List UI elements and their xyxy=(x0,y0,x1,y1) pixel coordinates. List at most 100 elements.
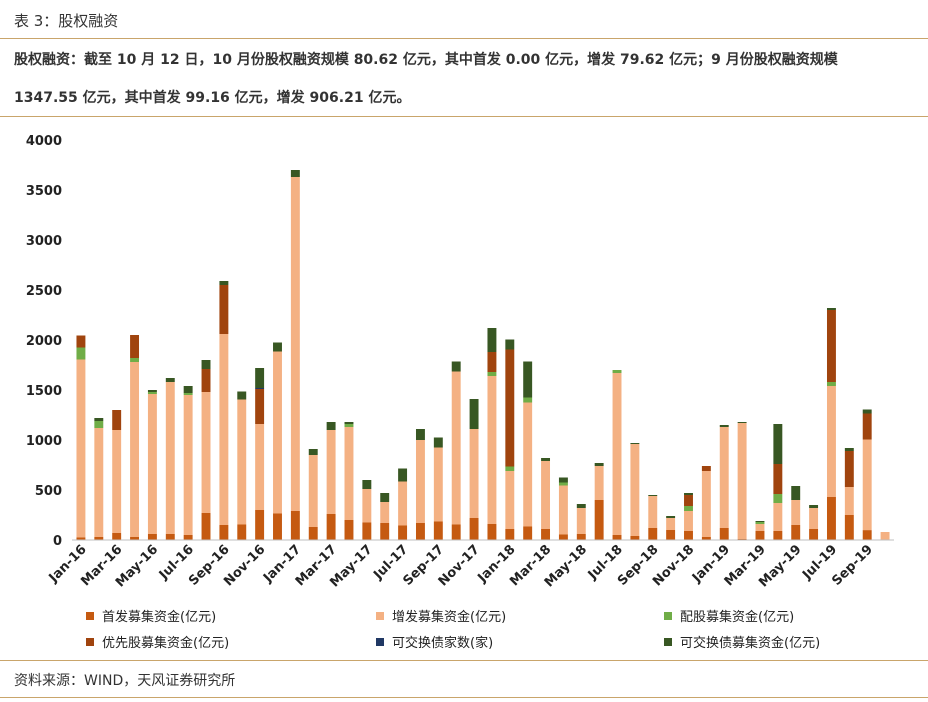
bar-segment xyxy=(165,382,175,534)
bar-segment xyxy=(755,521,765,522)
bar-segment xyxy=(541,529,551,540)
bar-segment xyxy=(76,347,86,360)
bar-segment xyxy=(684,506,693,511)
bar-segment xyxy=(273,342,282,352)
bar-segment xyxy=(505,466,515,471)
bar-segment xyxy=(273,351,282,514)
bar-segment xyxy=(487,524,497,540)
y-tick-label: 500 xyxy=(35,484,62,499)
bottom-rule xyxy=(0,697,928,698)
bar-segment xyxy=(826,386,836,497)
bar-segment xyxy=(433,447,443,522)
bar-segment xyxy=(594,466,604,500)
bar-segment xyxy=(451,524,461,540)
bar-segment xyxy=(219,285,229,334)
bar-segment xyxy=(237,391,247,400)
bar-segment xyxy=(505,471,515,529)
bar-segment xyxy=(791,486,801,500)
bar-segment xyxy=(273,513,282,540)
bar-segment xyxy=(165,378,175,382)
bar-segment xyxy=(487,376,497,524)
bar-segment xyxy=(290,170,300,177)
bar-segment xyxy=(612,370,622,373)
bar-segment xyxy=(237,524,247,540)
bar-segment xyxy=(773,531,783,540)
bar-segment xyxy=(415,523,425,540)
bar-segment xyxy=(112,533,122,540)
bar-segment xyxy=(594,463,604,466)
bar-segment xyxy=(773,503,783,531)
bar-segment xyxy=(505,349,515,467)
bar-segment xyxy=(94,428,104,537)
legend-ipo: 首发募集资金(亿元) xyxy=(86,606,216,625)
y-tick-label: 3500 xyxy=(26,184,62,199)
bar-segment xyxy=(523,361,533,398)
bar-segment xyxy=(112,430,122,533)
y-tick-label: 2500 xyxy=(26,284,62,299)
bar-segment xyxy=(505,529,515,540)
bar-segment xyxy=(505,339,515,350)
bar-segment xyxy=(666,516,676,518)
y-tick-label: 0 xyxy=(53,534,62,549)
bar-segment xyxy=(809,529,819,540)
bar-segment xyxy=(326,422,336,430)
bar-segment xyxy=(469,429,479,518)
bar-segment xyxy=(684,493,693,495)
bar-segment xyxy=(94,537,104,540)
bar-segment xyxy=(630,443,640,444)
bar-segment xyxy=(755,524,765,531)
bar-segment xyxy=(862,530,872,540)
bar-segment xyxy=(773,464,783,494)
legend-exchangeable: 可交换债募集资金(亿元) xyxy=(664,632,820,651)
bar-segment xyxy=(844,448,854,451)
bar-segment xyxy=(183,386,193,393)
bar-segment xyxy=(648,496,658,528)
bar-segment xyxy=(201,369,211,392)
bar-segment xyxy=(183,393,193,395)
bar-segment xyxy=(594,500,604,540)
source-note: 资料来源：WIND，天风证券研究所 xyxy=(14,673,236,689)
bar-segment xyxy=(648,495,658,496)
bar-segment xyxy=(469,518,479,540)
legend-label-exchangeable-count: 可交换债家数(家) xyxy=(392,636,494,651)
y-tick-label: 1500 xyxy=(26,384,62,399)
bar-segment xyxy=(398,481,408,526)
bar-segment xyxy=(398,525,408,540)
bar-segment xyxy=(576,504,586,508)
bar-segment xyxy=(773,494,783,503)
bar-segment xyxy=(612,373,622,535)
bar-segment xyxy=(755,522,765,524)
bar-segment xyxy=(165,534,175,540)
legend-swatch-preferred xyxy=(86,637,94,646)
bar-segment xyxy=(487,352,497,372)
bar-segment xyxy=(844,487,854,515)
bar-segment xyxy=(684,511,693,531)
bar-segment xyxy=(451,361,461,372)
bar-segment xyxy=(76,335,86,348)
legend-rights: 配股募集资金(亿元) xyxy=(664,606,794,625)
bar-segment xyxy=(415,429,425,440)
legend-label-ipo: 首发募集资金(亿元) xyxy=(102,610,217,625)
legend-label-additional: 增发募集资金(亿元) xyxy=(392,610,507,625)
bar-segment xyxy=(147,390,157,392)
bar-segment xyxy=(809,505,819,508)
bar-segment xyxy=(344,427,354,520)
bar-segment xyxy=(666,518,676,530)
bar-segment xyxy=(398,468,408,482)
bar-segment xyxy=(380,523,390,540)
bar-segment xyxy=(147,534,157,540)
legend-swatch-exchangeable-count xyxy=(376,637,384,646)
bar-segment xyxy=(791,500,801,525)
bar-segment xyxy=(130,335,140,358)
bar-segment xyxy=(219,334,229,525)
bar-segment xyxy=(147,392,157,394)
bar-segment xyxy=(433,521,443,540)
bar-segment xyxy=(666,530,676,540)
bar-segment xyxy=(701,466,711,471)
summary-line-2: 1347.55 亿元，其中首发 99.16 亿元，增发 906.21 亿元。 xyxy=(14,90,411,106)
bar-segment xyxy=(773,424,783,464)
bar-segment xyxy=(308,527,318,540)
bar-segment xyxy=(701,537,711,540)
legend-label-exchangeable: 可交换债募集资金(亿元) xyxy=(680,636,821,651)
bar-segment xyxy=(255,389,265,424)
